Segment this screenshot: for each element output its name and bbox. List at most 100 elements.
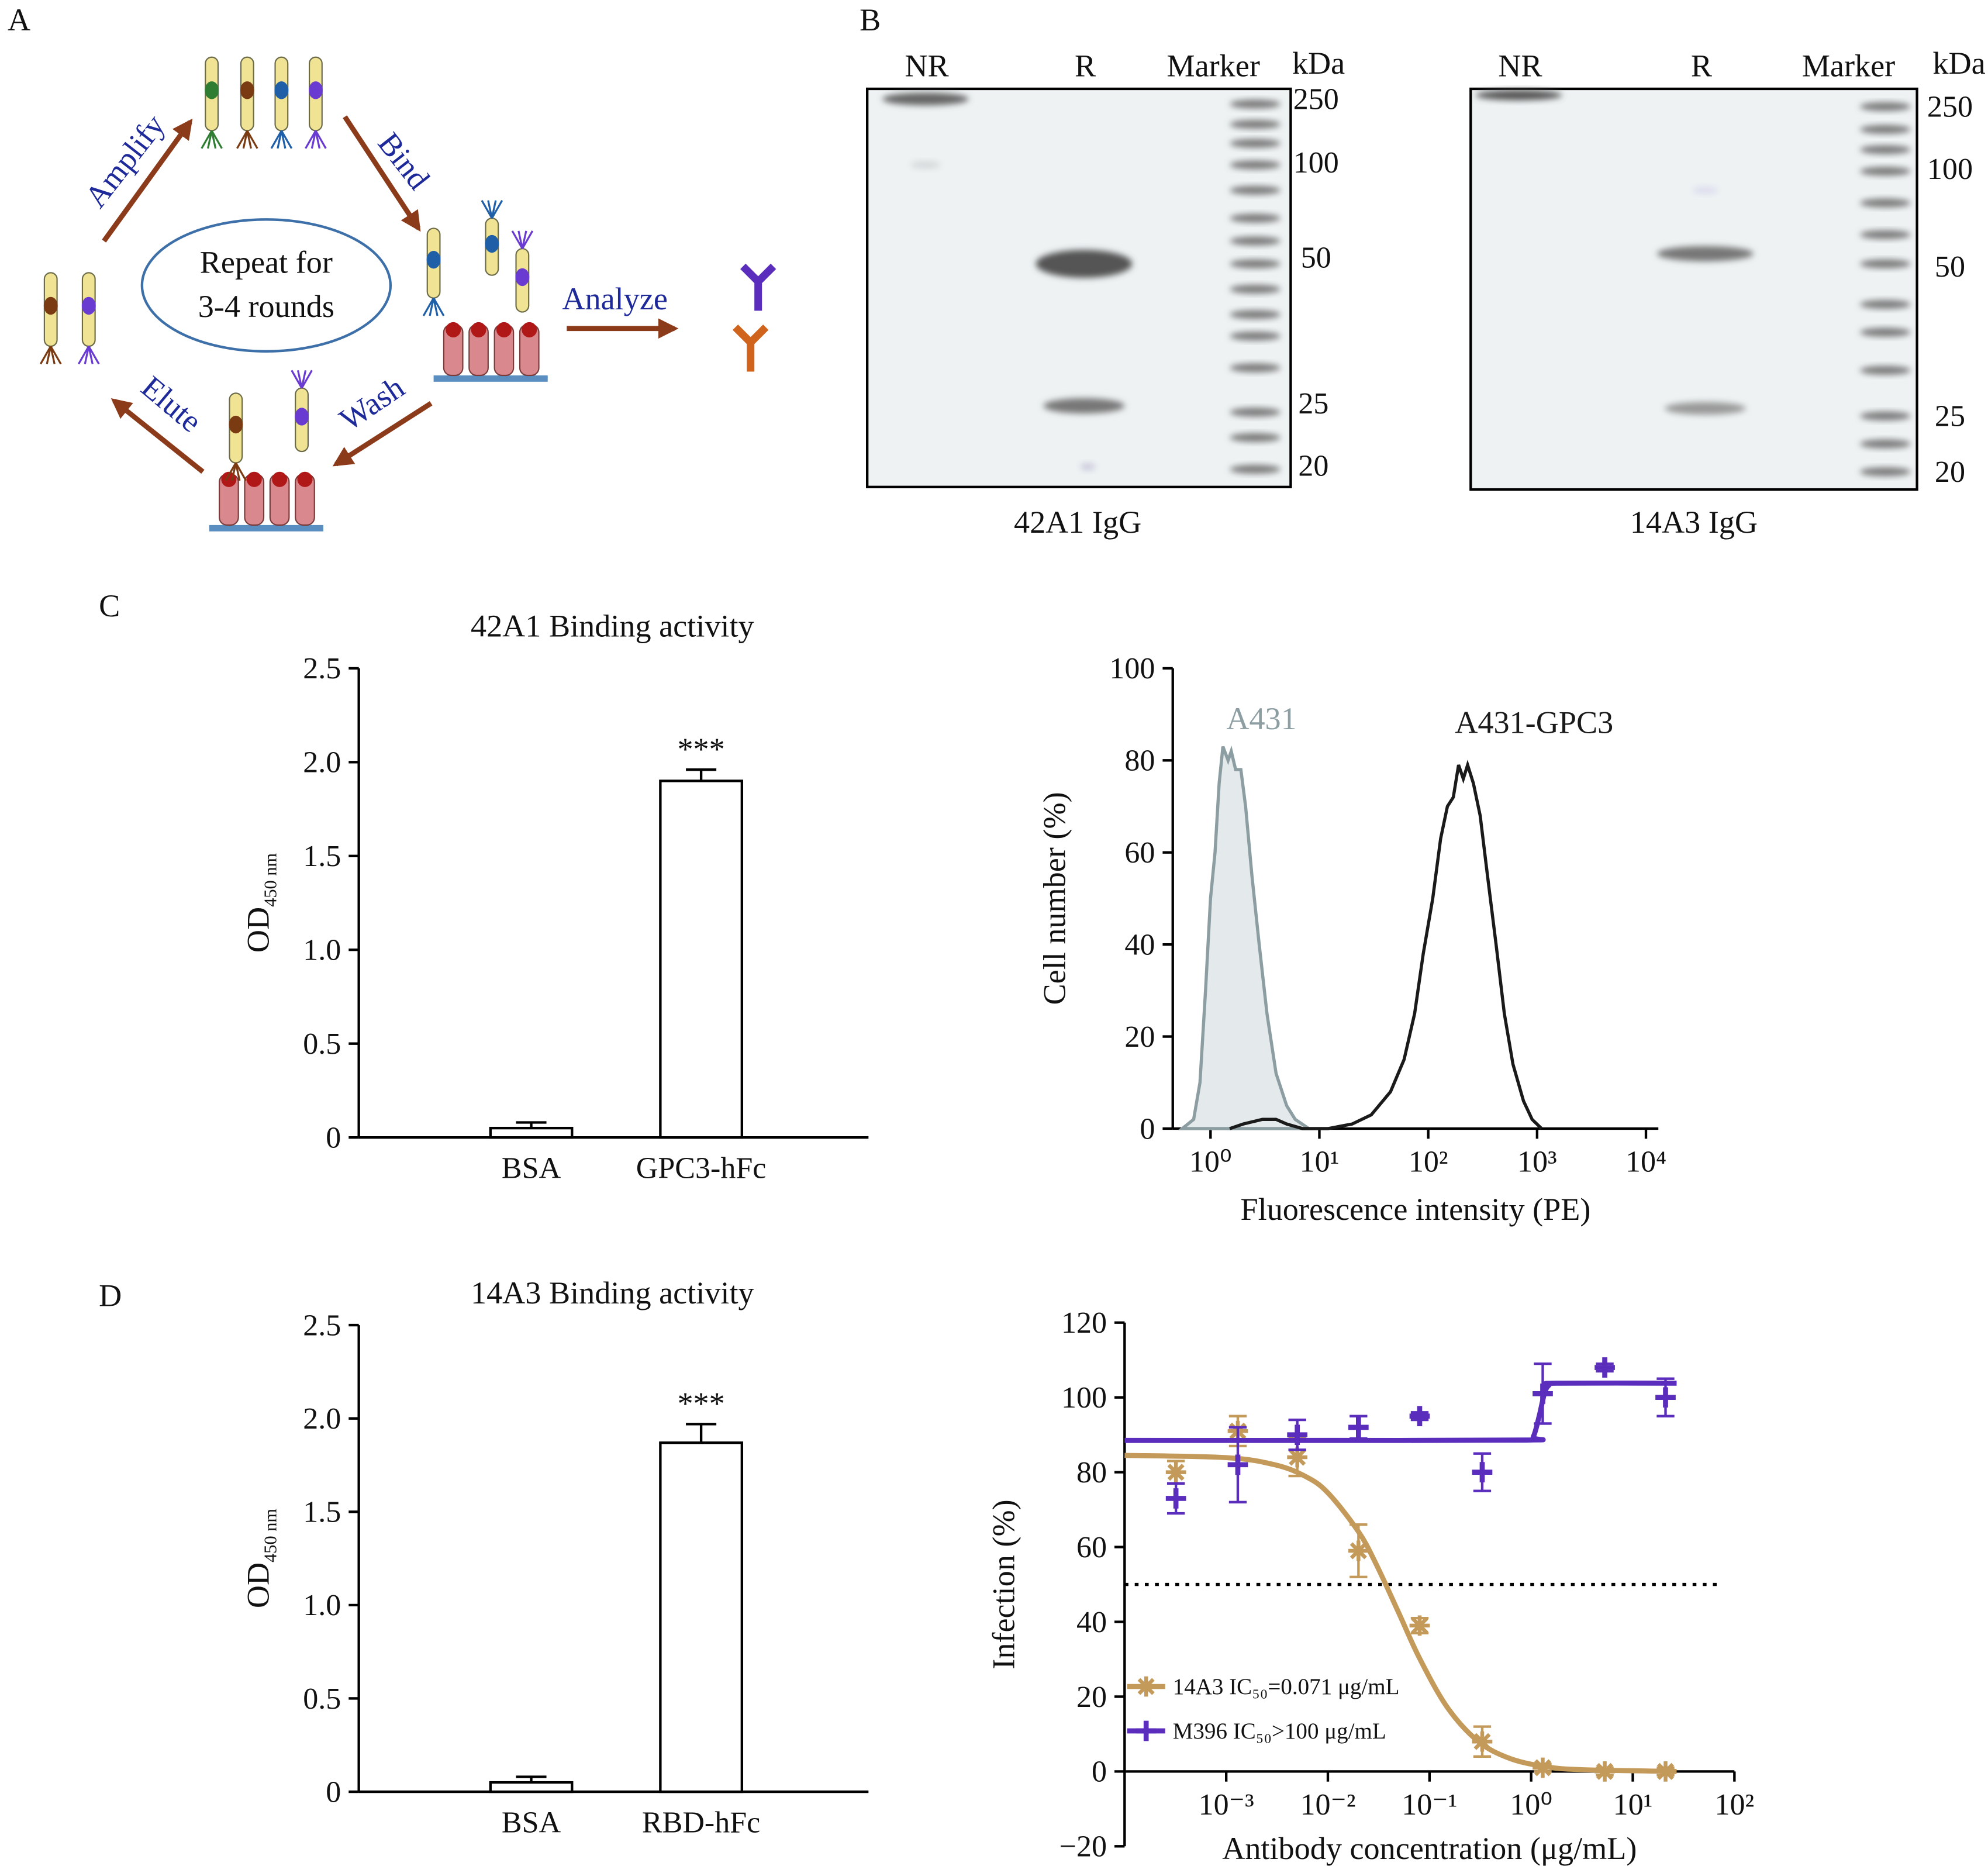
chart-title: 42A1 Binding activity [471, 609, 754, 644]
phage-tail [207, 130, 213, 149]
gel-band [1230, 236, 1281, 246]
point-core [1171, 1468, 1181, 1477]
gel-band [1230, 139, 1281, 148]
x-tick-label: GPC3-hFc [636, 1152, 767, 1185]
gel-band [1230, 464, 1281, 474]
phage-tail [296, 370, 303, 389]
y-tick-label: 100 [1109, 652, 1155, 685]
point-core [1415, 1621, 1424, 1630]
gel: NR R Marker kDa 250 100 50 25 20 14A3 Ig… [1469, 46, 1986, 540]
x-tick-label: 10¹ [1300, 1146, 1340, 1179]
phage-tail [429, 298, 435, 316]
gel-caption: 42A1 IgG [1014, 505, 1141, 540]
x-axis-label: Antibody concentration (μg/mL) [1222, 1831, 1637, 1866]
phage-tail [511, 230, 523, 249]
marker-label: 20 [1935, 456, 1965, 489]
y-tick-label: 120 [1061, 1306, 1107, 1340]
y-tick-label: 80 [1124, 744, 1155, 778]
point-shape [1533, 1383, 1553, 1404]
point-shape [1287, 1424, 1308, 1446]
point [1655, 1387, 1676, 1408]
phage-display [485, 234, 499, 253]
x-tick-label: 10⁰ [1510, 1788, 1552, 1822]
y-tick-label: 20 [1124, 1020, 1155, 1054]
phage-tail [487, 200, 493, 219]
antibody [740, 263, 776, 311]
phage-tail [291, 370, 303, 389]
x-tick-label: 10⁻³ [1199, 1788, 1254, 1822]
y-tick-label: 2.0 [303, 1402, 341, 1436]
phage-tail [310, 130, 317, 149]
x-tick-label: 10⁻¹ [1402, 1788, 1457, 1822]
point [1227, 1454, 1248, 1475]
phage-tail [234, 462, 247, 481]
point [1348, 1540, 1369, 1561]
point [1135, 1720, 1157, 1741]
point [1348, 1417, 1369, 1438]
point [1409, 1406, 1430, 1427]
arrow [332, 401, 433, 467]
y-tick-label: 2.5 [303, 652, 341, 685]
phage [201, 56, 223, 149]
lane-label: NR [905, 48, 949, 83]
y-axis-label-sub: 450 nm [261, 1509, 281, 1562]
phage-display [274, 81, 289, 99]
point-shape [1472, 1462, 1493, 1482]
point [1287, 1447, 1308, 1468]
marker-label: 250 [1293, 83, 1339, 116]
phage-display [426, 250, 441, 269]
phage-tail [242, 130, 248, 149]
y-tick-label: 80 [1076, 1456, 1107, 1489]
point-core [1600, 1767, 1610, 1776]
x-tick-label: 10⁰ [1189, 1146, 1232, 1179]
x-tick-label: 10⁻² [1300, 1788, 1355, 1822]
target-dot [297, 471, 313, 487]
gel-band [1230, 310, 1281, 319]
y-tick-label: 0.5 [303, 1682, 341, 1716]
gel-band [1859, 467, 1911, 477]
panel-label: D [99, 1278, 122, 1313]
step-label: Amplify [78, 108, 171, 214]
gel-band [1859, 411, 1911, 420]
y-axis-label: OD450 nm [241, 1509, 281, 1609]
cycle-text: 3-4 rounds [198, 289, 334, 324]
panel-label: B [860, 2, 881, 37]
point [1135, 1676, 1157, 1697]
phage-display [229, 415, 243, 434]
marker-label: 20 [1298, 449, 1328, 482]
point-core [1478, 1737, 1487, 1746]
phage-tail [225, 462, 237, 481]
phage-tail [481, 199, 493, 219]
arrow [111, 398, 205, 474]
gel-band [1230, 185, 1281, 195]
step-label: Bind [371, 126, 437, 196]
gel-band [1230, 213, 1281, 223]
phage-tail [50, 346, 62, 365]
phage-tail [277, 130, 282, 149]
gel-band [1230, 259, 1281, 268]
plate [433, 375, 548, 382]
phage-tail [78, 346, 90, 365]
bar [489, 1781, 574, 1793]
phage [291, 370, 313, 453]
phage [481, 199, 503, 276]
point [1533, 1757, 1553, 1778]
phage-tail [231, 463, 237, 481]
target-dot [522, 322, 537, 337]
step-label: Analyze [562, 281, 668, 316]
y-axis-label-main: Infection (%) [986, 1499, 1021, 1669]
panning-diagram: Repeat for 3-4 rounds Amplify Bind Wash … [39, 56, 776, 532]
x-tick-label: 10⁴ [1625, 1146, 1666, 1179]
series-label: A431 [1226, 701, 1296, 736]
point-shape [1409, 1406, 1430, 1427]
legend-label: M396 IC₅₀>100 μg/mL [1173, 1719, 1386, 1744]
y-tick-label: 0 [326, 1122, 341, 1155]
phage-tail [422, 297, 434, 316]
phage-tail [305, 130, 317, 149]
y-tick-label: 1.0 [303, 934, 341, 967]
point-core [1293, 1453, 1302, 1462]
marker-label: 50 [1935, 250, 1965, 284]
point-shape [1135, 1720, 1157, 1741]
point-shape [1655, 1387, 1676, 1408]
